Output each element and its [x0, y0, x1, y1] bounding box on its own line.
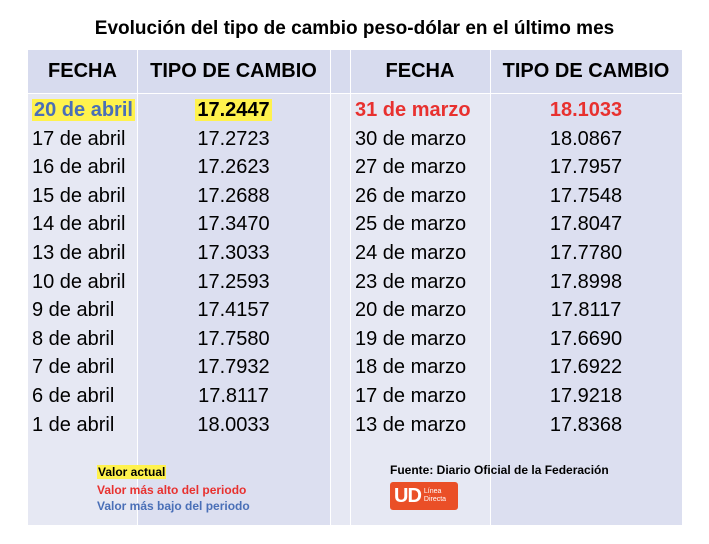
date-cell: 7 de abril	[32, 356, 115, 379]
header-date-right: FECHA	[385, 60, 455, 82]
rate-cell: 17.7780	[549, 242, 623, 264]
divider	[350, 50, 351, 525]
date-cell: 23 de marzo	[355, 270, 467, 293]
date-cell: 30 de marzo	[355, 127, 467, 150]
source-note: Fuente: Diario Oficial de la Federación	[390, 463, 609, 477]
rate-cell: 17.2688	[197, 184, 270, 207]
date-cell: 20 de marzo	[355, 299, 467, 322]
rate-cell: 17.3033	[197, 242, 270, 264]
date-cell: 26 de marzo	[355, 184, 467, 207]
date-cell: 19 de marzo	[355, 327, 467, 350]
date-cell: 17 de marzo	[355, 385, 467, 407]
date-cell: 25 de marzo	[355, 213, 467, 236]
date-cell: 8 de abril	[32, 327, 115, 350]
date-cell: 31 de marzo	[355, 99, 471, 121]
rate-cell: 17.7932	[197, 356, 270, 379]
rate-cell: 17.8368	[549, 413, 623, 436]
rate-cell: 18.0033	[197, 413, 270, 436]
date-cell: 6 de abril	[32, 385, 115, 407]
linea-directa-logo: UD Línea Directa	[390, 482, 458, 510]
date-cell: 18 de marzo	[355, 356, 467, 379]
rate-cell: 17.2623	[197, 156, 270, 179]
rate-cell: 17.2447	[195, 99, 272, 121]
rate-cell: 18.1033	[549, 99, 623, 121]
rate-cell: 17.7580	[197, 327, 270, 350]
rate-cell: 17.8117	[550, 299, 622, 322]
date-cell: 9 de abril	[32, 299, 115, 322]
date-column-right	[350, 50, 490, 525]
rate-cell: 17.7548	[549, 184, 623, 207]
rate-cell: 17.7957	[549, 156, 623, 179]
header-date-left: FECHA	[48, 60, 117, 82]
date-cell: 20 de abril	[32, 99, 135, 121]
header-rate-left: TIPO DE CAMBIO	[150, 60, 317, 82]
rate-cell: 17.8047	[549, 213, 623, 236]
rate-cell: 18.0867	[549, 127, 623, 150]
date-cell: 13 de marzo	[355, 413, 467, 436]
date-cell: 13 de abril	[32, 242, 126, 264]
date-cell: 24 de marzo	[355, 242, 467, 264]
header-rate-right: TIPO DE CAMBIO	[502, 60, 670, 82]
date-cell: 27 de marzo	[355, 156, 467, 179]
date-column-left	[28, 50, 137, 525]
date-cell: 16 de abril	[32, 156, 126, 179]
rate-cell: 17.8998	[549, 270, 623, 293]
rate-column-right	[490, 50, 682, 525]
date-cell: 14 de abril	[32, 213, 126, 236]
date-cell: 1 de abril	[32, 413, 115, 436]
header-divider	[28, 93, 682, 94]
rate-cell: 17.4157	[197, 299, 270, 322]
logo-text: Línea Directa	[423, 488, 447, 503]
legend-current: Valor actual	[97, 465, 167, 479]
rate-cell: 17.8117	[198, 385, 269, 407]
rate-cell: 17.9218	[549, 385, 623, 407]
date-cell: 10 de abril	[32, 270, 126, 293]
divider	[490, 50, 491, 525]
page-title: Evolución del tipo de cambio peso-dólar …	[94, 18, 615, 39]
rate-cell: 17.3470	[197, 213, 270, 236]
rate-cell: 17.2723	[197, 127, 270, 150]
column-spacer	[330, 50, 350, 525]
rate-column-left	[137, 50, 330, 525]
rate-cell: 17.6690	[549, 327, 623, 350]
legend-lowest: Valor más bajo del periodo	[97, 499, 250, 513]
divider	[137, 50, 138, 525]
date-cell: 15 de abril	[32, 184, 126, 207]
date-cell: 17 de abril	[32, 127, 126, 150]
divider	[330, 50, 331, 525]
logo-mark: UD	[394, 484, 422, 507]
rate-cell: 17.2593	[197, 270, 270, 293]
rate-cell: 17.6922	[549, 356, 623, 379]
legend-highest: Valor más alto del periodo	[97, 483, 247, 497]
